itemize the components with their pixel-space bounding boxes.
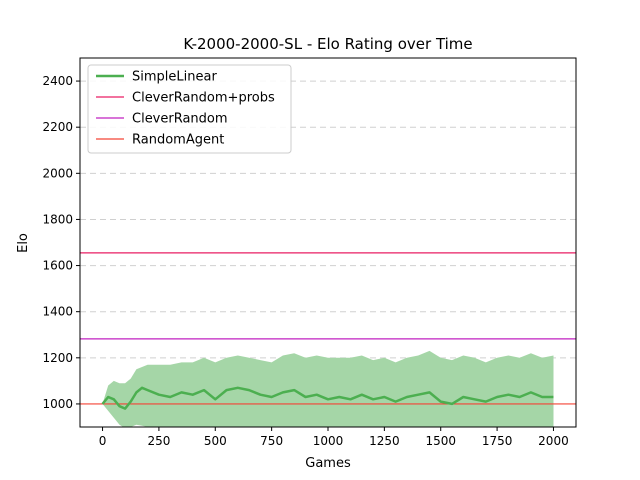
y-tick-label: 1200 [42,351,73,365]
y-tick-label: 1800 [42,212,73,226]
legend-label: SimpleLinear [132,70,217,85]
x-tick-label: 500 [204,434,227,448]
x-tick-label: 1750 [482,434,513,448]
legend-label: RandomAgent [132,133,224,148]
x-tick-label: 0 [99,434,107,448]
x-axis: 0 250 500 750 1000 1250 1500 1750 2000 [99,427,569,448]
y-tick-label: 2200 [42,120,73,134]
y-tick-label: 1600 [42,259,73,273]
x-tick-label: 2000 [538,434,569,448]
x-axis-label: Games [305,456,351,471]
confidence-band [102,350,554,427]
x-tick-label: 1500 [425,434,456,448]
legend-box [87,64,292,154]
y-tick-label: 1400 [42,305,73,319]
y-tick-label: 1000 [42,397,73,411]
series-line [101,386,554,410]
x-tick-label: 750 [260,434,283,448]
legend-label: CleverRandom [132,112,228,127]
x-tick-label: 1000 [313,434,344,448]
x-tick-label: 250 [147,434,170,448]
y-tick-label: 2400 [42,74,73,88]
plot-clip-group [80,252,576,427]
y-tick-label: 2000 [42,166,73,180]
legend-label: CleverRandom+probs [132,91,275,106]
legend: SimpleLinear CleverRandom+probs CleverRand… [87,64,292,154]
y-axis-label: Elo [16,233,31,253]
plot-area [80,252,576,427]
y-axis: 1000 1200 1400 1600 1800 2000 2200 2400 [42,74,80,411]
chart-title: K-2000-2000-SL - Elo Rating over Time [183,35,472,53]
x-tick-label: 1250 [369,434,400,448]
